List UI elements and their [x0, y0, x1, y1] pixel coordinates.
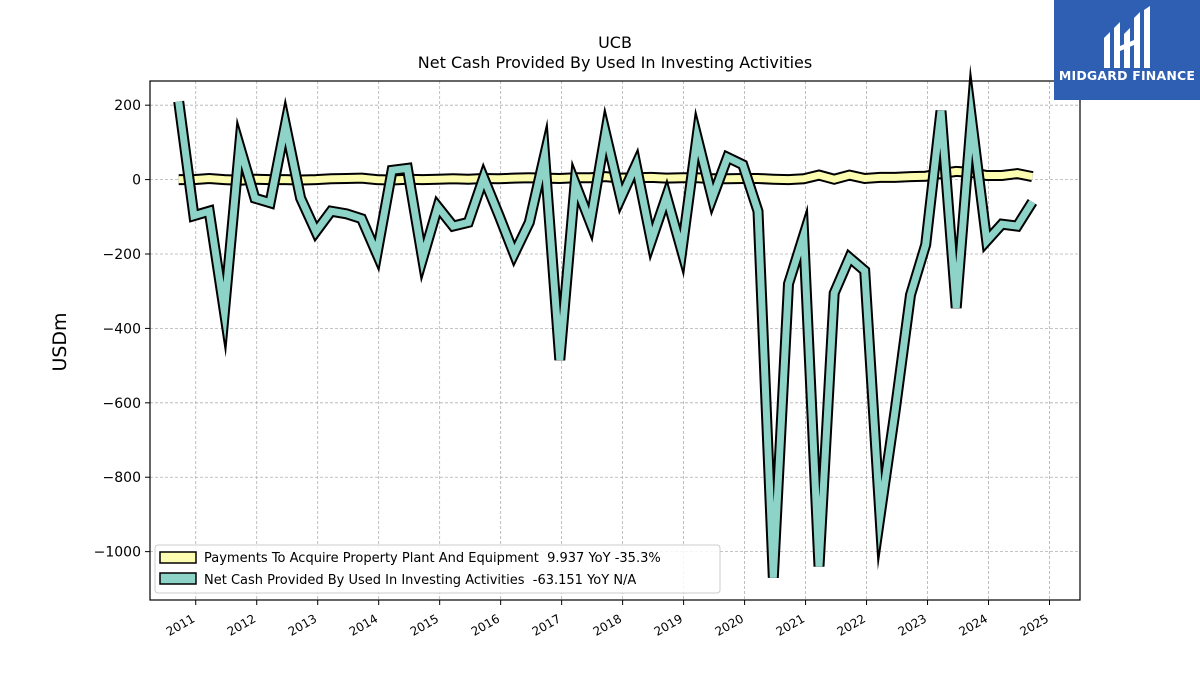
x-tick-label: 2025 [1018, 611, 1051, 638]
x-tick-label: 2013 [286, 611, 319, 638]
legend-label-capex: Payments To Acquire Property Plant And E… [204, 551, 661, 566]
x-tick-label: 2016 [469, 611, 502, 638]
chart-subtitle: Net Cash Provided By Used In Investing A… [418, 53, 812, 72]
y-tick-label: −400 [103, 321, 141, 337]
legend-label-investing: Net Cash Provided By Used In Investing A… [204, 573, 636, 588]
midgard-logo-icon [1104, 6, 1150, 68]
gridlines [150, 81, 1080, 600]
x-tick-label: 2019 [652, 611, 685, 638]
x-axis-ticks: 2011 2012 2013 2014 2015 2016 2017 2018 2019 2020… [164, 600, 1051, 639]
x-tick-label: 2022 [835, 611, 868, 638]
y-tick-label: 200 [114, 98, 141, 114]
y-tick-label: 0 [132, 173, 141, 189]
legend: Payments To Acquire Property Plant And E… [154, 544, 721, 594]
x-tick-label: 2024 [957, 611, 990, 638]
legend-swatch-investing [159, 572, 197, 585]
legend-swatch-capex [159, 551, 197, 564]
brand-name: MIDGARD FINANCE [1058, 68, 1196, 83]
x-tick-label: 2015 [408, 611, 441, 638]
series-1 [173, 64, 1038, 578]
x-tick-label: 2012 [225, 611, 258, 638]
legend-box [154, 544, 721, 594]
y-tick-label: −1000 [94, 545, 141, 561]
series-lines [173, 64, 1038, 578]
series-0 [178, 165, 1034, 186]
plot-frame [149, 80, 1081, 601]
x-tick-label: 2023 [896, 611, 929, 638]
x-tick-label: 2017 [530, 611, 563, 638]
y-tick-label: −800 [103, 470, 141, 486]
x-tick-label: 2020 [713, 611, 746, 638]
x-tick-label: 2011 [164, 611, 197, 638]
brand-logo: MIDGARD FINANCE [1054, 0, 1200, 100]
x-tick-label: 2018 [591, 611, 624, 638]
series-line [175, 83, 1036, 578]
y-axis-label: USDm [49, 312, 71, 371]
y-tick-label: −600 [103, 396, 141, 412]
y-tick-label: −200 [103, 247, 141, 263]
y-axis-ticks: 200 0 −200 −400 −600 −800 −1000 [94, 98, 150, 561]
x-tick-label: 2014 [347, 611, 380, 638]
x-tick-label: 2021 [774, 611, 807, 638]
series-line [178, 167, 1034, 184]
chart-title: UCB [598, 33, 632, 52]
